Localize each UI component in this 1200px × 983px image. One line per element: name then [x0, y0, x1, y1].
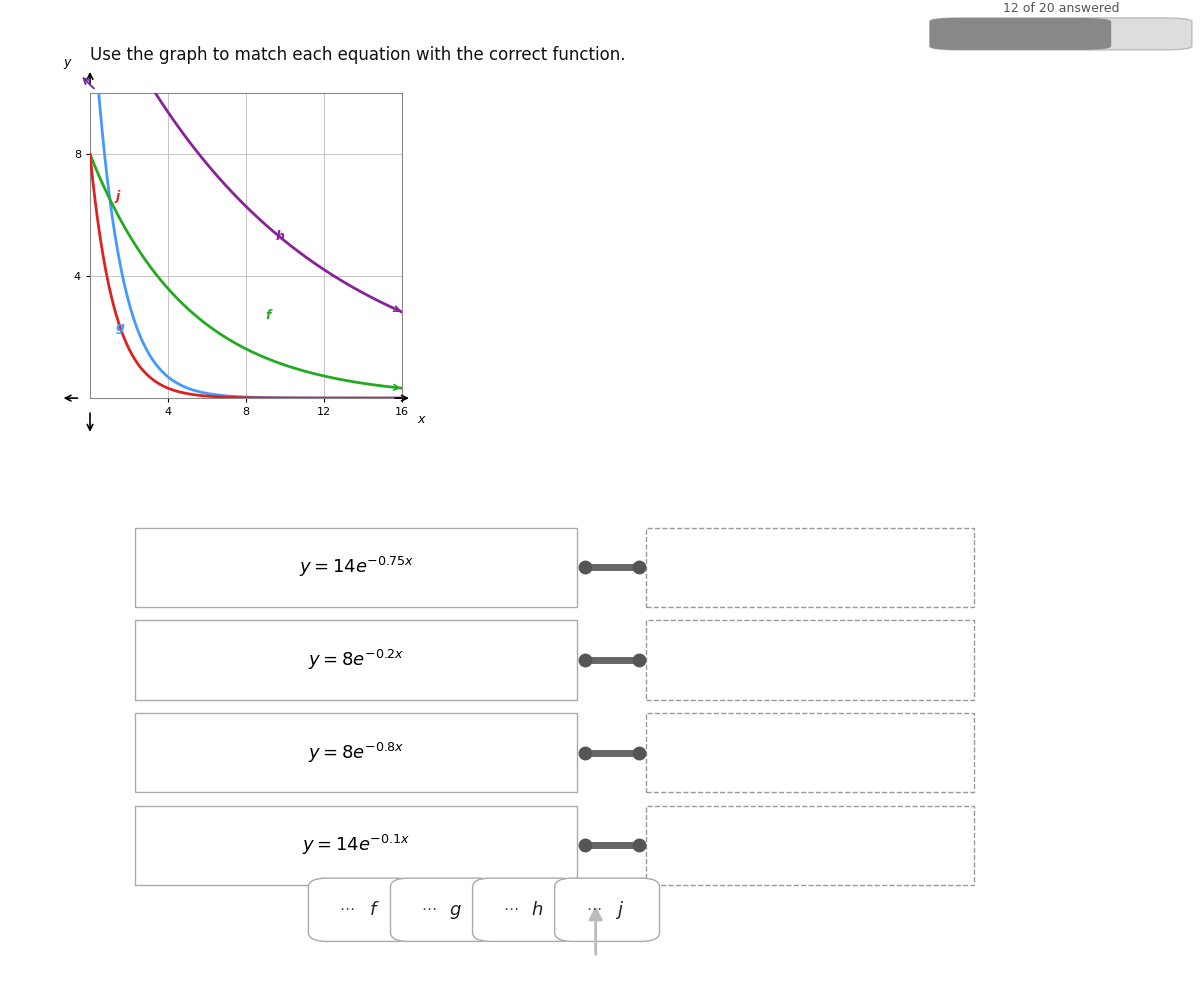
FancyBboxPatch shape: [136, 528, 577, 607]
Text: g: g: [115, 321, 125, 334]
Text: $y = 8e^{-0.2x}$: $y = 8e^{-0.2x}$: [308, 648, 404, 672]
Text: $y = 14e^{-0.1x}$: $y = 14e^{-0.1x}$: [302, 834, 410, 857]
Text: g: g: [450, 900, 461, 919]
Text: 12 of 20 answered: 12 of 20 answered: [1002, 2, 1120, 15]
FancyBboxPatch shape: [930, 18, 1192, 50]
Text: $y = 8e^{-0.8x}$: $y = 8e^{-0.8x}$: [308, 740, 404, 765]
FancyBboxPatch shape: [646, 528, 974, 607]
Text: j: j: [115, 190, 120, 203]
FancyBboxPatch shape: [930, 18, 1111, 50]
Text: h: h: [532, 900, 542, 919]
Text: x: x: [418, 413, 425, 427]
FancyBboxPatch shape: [646, 713, 974, 792]
Text: f: f: [370, 900, 377, 919]
Text: y: y: [62, 56, 71, 69]
Text: h: h: [275, 230, 284, 243]
Text: Use the graph to match each equation with the correct function.: Use the graph to match each equation wit…: [90, 46, 625, 64]
FancyBboxPatch shape: [646, 806, 974, 885]
FancyBboxPatch shape: [554, 878, 660, 942]
FancyBboxPatch shape: [646, 620, 974, 700]
FancyBboxPatch shape: [473, 878, 577, 942]
FancyBboxPatch shape: [308, 878, 413, 942]
FancyBboxPatch shape: [136, 806, 577, 885]
Text: f: f: [265, 309, 271, 321]
FancyBboxPatch shape: [136, 620, 577, 700]
Text: 15: 15: [12, 490, 58, 523]
Text: $y = 14e^{-0.75x}$: $y = 14e^{-0.75x}$: [299, 555, 414, 579]
Text: ⋯: ⋯: [421, 902, 437, 917]
Text: ⋯: ⋯: [504, 902, 518, 917]
Text: ⋯: ⋯: [340, 902, 355, 917]
FancyBboxPatch shape: [136, 713, 577, 792]
FancyBboxPatch shape: [390, 878, 496, 942]
Text: j: j: [617, 900, 622, 919]
Text: ⋯: ⋯: [586, 902, 601, 917]
